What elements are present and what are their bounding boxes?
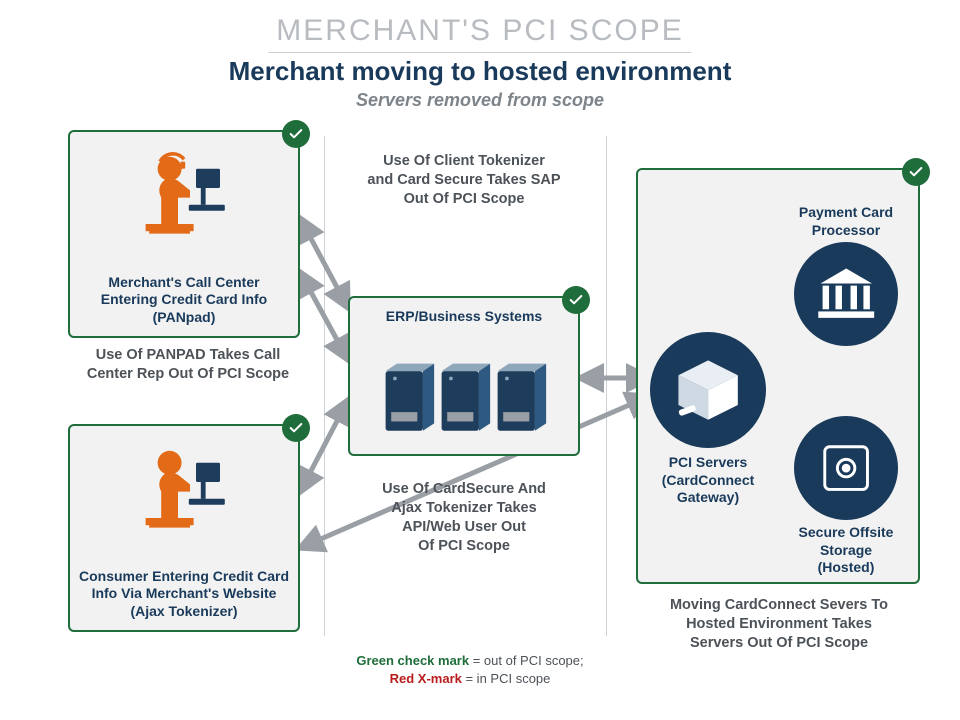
legend-green: Green check mark — [356, 653, 469, 668]
processor-node — [794, 242, 898, 346]
caption-panpad: Use Of PANPAD Takes CallCenter Rep Out O… — [70, 346, 306, 384]
checkmark-badge-icon — [902, 158, 930, 186]
servers-icon — [380, 356, 548, 444]
box-package-icon — [671, 353, 745, 427]
legend: Green check mark = out of PCI scope; Red… — [320, 652, 620, 687]
diagram-stage: MERCHANT'S PCI SCOPE Merchant moving to … — [0, 0, 960, 720]
panel-label: Merchant's Call CenterEntering Credit Ca… — [76, 274, 292, 327]
processor-label: Payment CardProcessor — [776, 204, 916, 239]
safe-icon — [817, 439, 875, 497]
checkmark-badge-icon — [282, 414, 310, 442]
legend-text: = out of PCI scope; — [469, 653, 584, 668]
checkmark-badge-icon — [282, 120, 310, 148]
storage-node — [794, 416, 898, 520]
storage-label: Secure OffsiteStorage(Hosted) — [776, 524, 916, 577]
legend-text: = in PCI scope — [462, 671, 551, 686]
gateway-label: PCI Servers(CardConnectGateway) — [638, 454, 778, 507]
gateway-node — [650, 332, 766, 448]
panel-label: ERP/Business Systems — [356, 308, 572, 326]
caption-ajax: Use Of CardSecure AndAjax Tokenizer Take… — [348, 480, 580, 555]
panel-call-center: Merchant's Call CenterEntering Credit Ca… — [68, 130, 300, 338]
call-center-agent-icon — [124, 140, 244, 260]
legend-red: Red X-mark — [390, 671, 462, 686]
panel-erp: ERP/Business Systems — [348, 296, 580, 456]
bank-icon — [814, 262, 878, 326]
caption-hosted: Moving CardConnect Severs ToHosted Envir… — [634, 596, 924, 653]
consumer-at-computer-icon — [124, 434, 244, 554]
checkmark-badge-icon — [562, 286, 590, 314]
caption-tokenizer-top: Use Of Client Tokenizerand Card Secure T… — [348, 152, 580, 209]
panel-consumer: Consumer Entering Credit CardInfo Via Me… — [68, 424, 300, 632]
panel-label: Consumer Entering Credit CardInfo Via Me… — [76, 568, 292, 621]
